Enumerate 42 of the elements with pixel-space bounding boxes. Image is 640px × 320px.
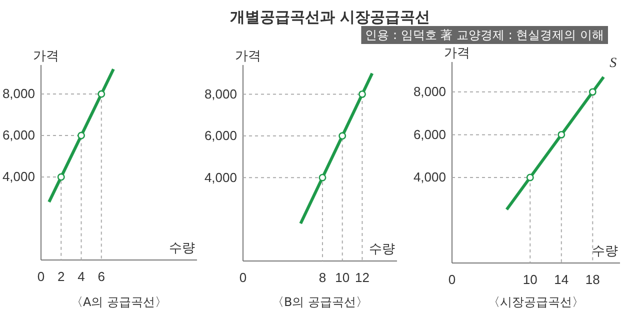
x-tick-label: 4 — [78, 269, 85, 284]
x-tick-label: 10 — [335, 270, 350, 286]
point — [318, 174, 326, 182]
y-tick-label: 8,000 — [2, 86, 35, 102]
point — [78, 132, 85, 140]
annotation: S — [610, 56, 617, 71]
x-tick-label: 14 — [554, 272, 569, 288]
y-tick-label: 4,000 — [204, 170, 237, 185]
y-tick-label: 6,000 — [204, 128, 237, 144]
point — [98, 90, 106, 98]
text: 〈시장공급곡선〉 — [488, 295, 584, 309]
text: 개별공급곡선과 시장공급곡선 — [230, 8, 430, 26]
x-axis-title: 수량 — [169, 240, 195, 255]
point — [526, 174, 534, 182]
x-tick-label: 0 — [239, 270, 247, 286]
y-tick-label: 8,000 — [204, 86, 237, 102]
y-axis-title: 가격 — [444, 45, 470, 60]
x-tick-label: 2 — [58, 269, 65, 284]
x-tick-label: 0 — [37, 269, 45, 284]
y-tick-label: 8,000 — [413, 84, 446, 100]
x-axis-title: 수량 — [369, 241, 395, 256]
x-axis-title: 수량 — [592, 243, 618, 258]
y-tick-label: 4,000 — [413, 170, 446, 185]
text: 인용 : 임덕호 著 교양경제 : 현실경제의 이해 — [365, 28, 604, 42]
point — [558, 130, 566, 138]
y-tick-label: 6,000 — [2, 128, 35, 143]
x-tick-label: 6 — [98, 269, 106, 284]
x-tick-label: 0 — [448, 272, 456, 288]
point — [358, 90, 366, 98]
point — [338, 132, 346, 140]
y-axis-title: 가격 — [33, 48, 59, 63]
x-tick-label: 10 — [522, 272, 538, 288]
y-tick-label: 4,000 — [2, 169, 35, 184]
x-tick-label: 12 — [354, 270, 370, 286]
x-tick-label: 8 — [318, 270, 326, 286]
y-axis-title: 가격 — [235, 48, 261, 63]
y-tick-label: 6,000 — [413, 126, 446, 142]
point — [57, 173, 65, 181]
text: 〈A의 공급곡선〉 — [70, 295, 168, 309]
point — [588, 88, 596, 96]
text: 〈B의 공급곡선〉 — [272, 295, 368, 309]
x-tick-label: 18 — [585, 272, 600, 288]
